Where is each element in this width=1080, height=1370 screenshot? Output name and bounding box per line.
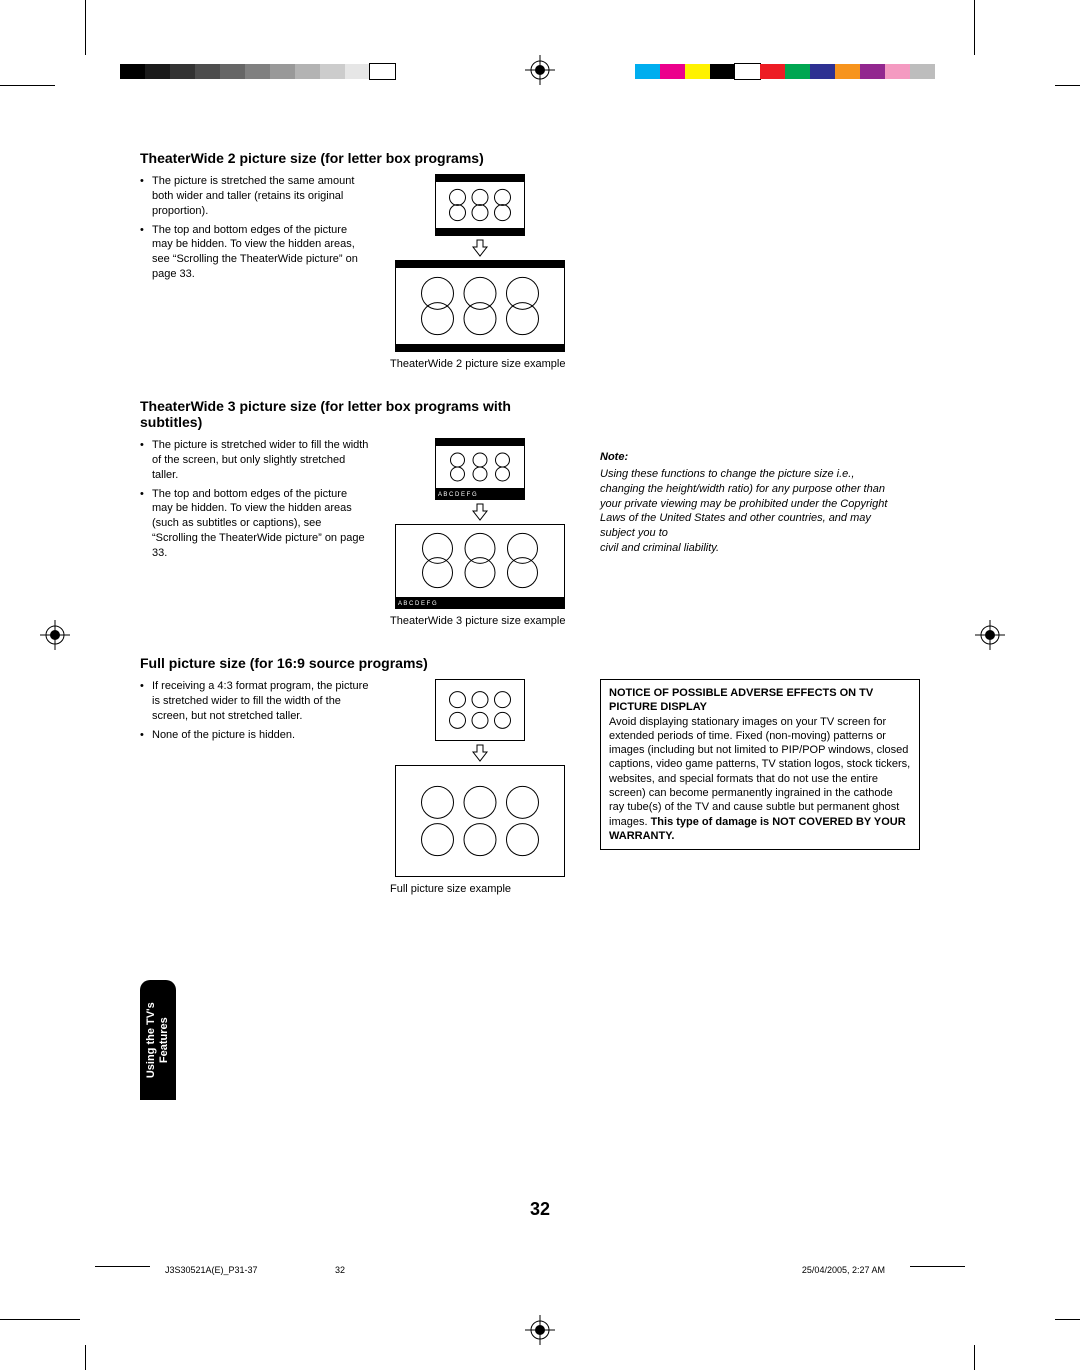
bullet-item: If receiving a 4:3 format program, the p… bbox=[140, 679, 370, 724]
crop-mark bbox=[1055, 85, 1080, 86]
chapter-tab: Using the TV'sFeatures bbox=[140, 980, 176, 1100]
crop-mark bbox=[974, 0, 975, 55]
crop-mark bbox=[1055, 1319, 1080, 1320]
crop-mark bbox=[85, 1345, 86, 1370]
diagram-caption: TheaterWide 2 picture size example bbox=[390, 358, 570, 370]
crop-mark bbox=[0, 1319, 80, 1320]
bullet-item: The top and bottom edges of the picture … bbox=[140, 487, 370, 561]
section-heading: Full picture size (for 16:9 source progr… bbox=[140, 655, 940, 671]
page-number: 32 bbox=[530, 1199, 550, 1220]
bullet-item: The top and bottom edges of the picture … bbox=[140, 223, 370, 282]
theaterwide3-diagram: A B C D E F G A B C D E F G bbox=[390, 438, 570, 609]
registration-mark-icon bbox=[975, 620, 1005, 650]
page-content: TheaterWide 2 picture size (for letter b… bbox=[140, 150, 940, 895]
footer-page: 32 bbox=[335, 1265, 345, 1275]
note-body: Using these functions to change the pict… bbox=[600, 467, 900, 556]
theaterwide2-diagram bbox=[390, 174, 570, 352]
note-block: Note: Using these functions to change th… bbox=[600, 450, 900, 627]
svg-text:A B C D E F G: A B C D E F G bbox=[398, 601, 437, 607]
full-diagram bbox=[390, 679, 570, 877]
bullet-list: The picture is stretched the same amount… bbox=[140, 174, 370, 370]
color-colorbar bbox=[635, 64, 935, 79]
section-heading: TheaterWide 2 picture size (for letter b… bbox=[140, 150, 940, 166]
notice-body: Avoid displaying stationary images on yo… bbox=[609, 716, 910, 828]
bullet-list: The picture is stretched wider to fill t… bbox=[140, 438, 370, 627]
section-heading: TheaterWide 3 picture size (for letter b… bbox=[140, 398, 550, 430]
chapter-tab-label: Using the TV'sFeatures bbox=[145, 1002, 171, 1078]
notice-box: NOTICE OF POSSIBLE ADVERSE EFFECTS ON TV… bbox=[600, 679, 920, 850]
bullet-list: If receiving a 4:3 format program, the p… bbox=[140, 679, 370, 895]
crop-mark bbox=[85, 0, 86, 55]
bullet-item: The picture is stretched wider to fill t… bbox=[140, 438, 370, 483]
registration-mark-icon bbox=[525, 1315, 555, 1345]
registration-mark-icon bbox=[40, 620, 70, 650]
svg-text:A B C D E F G: A B C D E F G bbox=[438, 492, 477, 498]
notice-heading: NOTICE OF POSSIBLE ADVERSE EFFECTS ON TV… bbox=[609, 687, 873, 713]
grayscale-colorbar bbox=[120, 64, 395, 79]
diagram-caption: TheaterWide 3 picture size example bbox=[390, 615, 570, 627]
registration-mark-icon bbox=[525, 55, 555, 85]
crop-mark bbox=[974, 1345, 975, 1370]
footer-timestamp: 25/04/2005, 2:27 AM bbox=[802, 1265, 885, 1275]
bullet-item: None of the picture is hidden. bbox=[140, 728, 370, 743]
notice-bold: This type of damage is NOT COVERED BY YO… bbox=[609, 816, 906, 842]
footer-filename: J3S30521A(E)_P31-37 bbox=[165, 1265, 258, 1275]
hairline bbox=[95, 1266, 150, 1267]
crop-mark bbox=[0, 85, 55, 86]
bullet-item: The picture is stretched the same amount… bbox=[140, 174, 370, 219]
diagram-caption: Full picture size example bbox=[390, 883, 570, 895]
note-title: Note: bbox=[600, 450, 900, 465]
hairline bbox=[910, 1266, 965, 1267]
